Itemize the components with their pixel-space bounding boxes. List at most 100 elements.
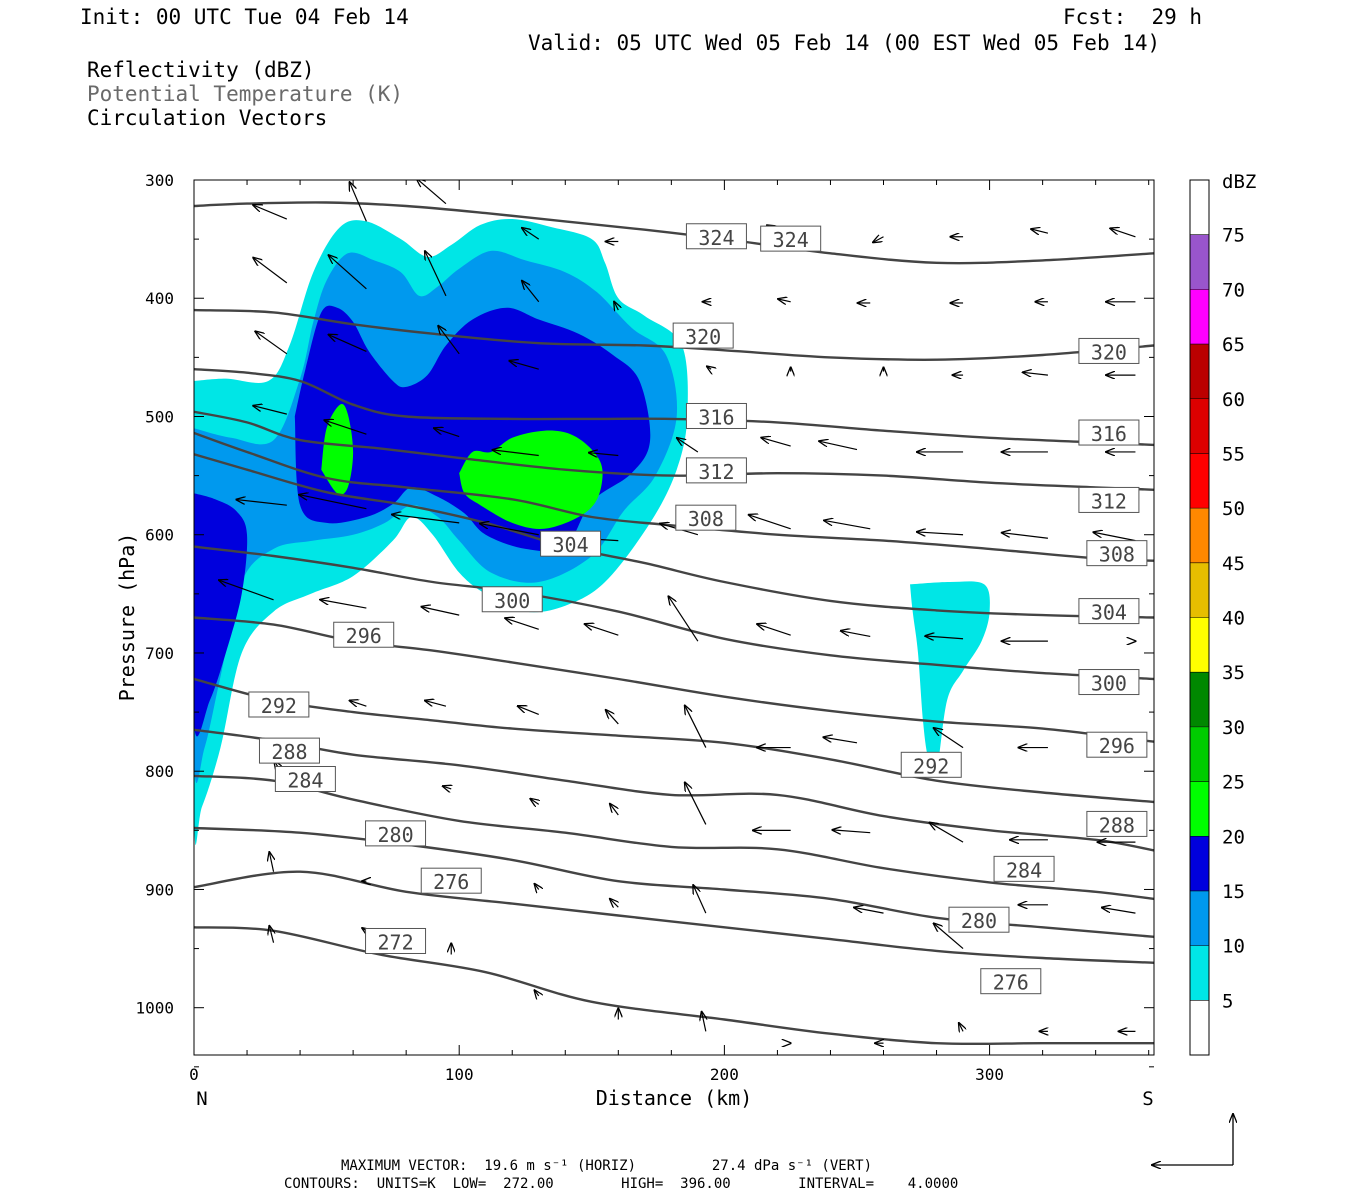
circulation-vector (917, 532, 964, 535)
colorbar-level-label: 65 (1222, 334, 1245, 356)
theta-label-box (672, 322, 734, 349)
theta-label: 304 (1091, 601, 1127, 625)
theta-label: 280 (961, 909, 997, 933)
circulation-vector (1023, 372, 1048, 375)
max-vector-note: MAXIMUM VECTOR: 19.6 m s⁻¹ (HORIZ) 27.4 … (341, 1158, 873, 1174)
x-tick-label: 300 (975, 1065, 1004, 1084)
theta-label: 316 (698, 405, 734, 429)
theta-label-box (333, 621, 395, 648)
theta-label: 272 (377, 930, 413, 954)
circulation-vector (610, 804, 619, 816)
colorbar-swatch (1190, 180, 1209, 235)
x-tick-label: 100 (445, 1065, 474, 1084)
theta-label: 288 (271, 740, 307, 764)
circulation-vector (219, 580, 274, 601)
circulation-vector (530, 799, 538, 805)
theta-label: 288 (1099, 813, 1135, 837)
circulation-vector (934, 923, 964, 950)
colorbar-swatch (1190, 398, 1209, 454)
colorbar-swatch (1190, 836, 1209, 891)
reference-vector-icon (1152, 1114, 1233, 1165)
circulation-vector (255, 331, 288, 355)
theta-label-box (1086, 540, 1148, 567)
colorbar-level-label: 55 (1222, 443, 1245, 465)
reflectivity-area-20dbz (459, 430, 603, 529)
circulation-vector (707, 366, 711, 369)
circulation-vector (929, 823, 964, 843)
circulation-vector (1002, 533, 1048, 539)
circulation-vector (854, 908, 884, 914)
theta-label-box (685, 223, 747, 250)
circulation-vector (589, 453, 619, 456)
circulation-vector (350, 701, 367, 707)
theta-label-box (540, 530, 602, 557)
y-axis-title: Pressure (hPa) (115, 533, 139, 702)
theta-label: 324 (773, 228, 809, 252)
circulation-vector (685, 782, 707, 825)
theta-label-box (365, 820, 427, 847)
theta-label: 320 (685, 325, 721, 349)
circulation-vector (505, 618, 539, 630)
theta-contour-304 (194, 453, 1154, 619)
colorbar-swatch (1190, 344, 1209, 399)
circulation-vector (585, 624, 619, 636)
theta-label-box (1078, 419, 1140, 446)
colorbar-level-label: 45 (1222, 553, 1245, 575)
circulation-vector (320, 600, 367, 609)
field-vectors-label: Circulation Vectors (87, 106, 328, 130)
circulation-vector (614, 302, 618, 310)
theta-label-layer: 324 324 320 320 316 316 312 312 308 308 304 304 300 3… (248, 223, 1148, 995)
theta-label-box (1086, 731, 1148, 758)
theta-label-box (980, 968, 1042, 995)
circulation-vector (522, 281, 540, 303)
colorbar-level-label: 20 (1222, 826, 1245, 848)
y-tick-label: 900 (145, 880, 174, 899)
theta-label-box (900, 751, 962, 778)
theta-label: 304 (553, 533, 589, 557)
circulation-vector (480, 524, 539, 536)
circulation-vector (1031, 229, 1049, 233)
circulation-vector (832, 830, 871, 833)
y-tick-label: 400 (145, 289, 174, 308)
circulation-vector (535, 990, 539, 996)
contour-info-note: CONTOURS: UNITS=K LOW= 272.00 HIGH= 396.… (284, 1176, 959, 1192)
theta-label: 292 (261, 694, 297, 718)
theta-label-box (1078, 486, 1140, 513)
circulation-vector (841, 631, 871, 638)
theta-contour-316 (194, 368, 1154, 447)
circulation-vector (434, 428, 460, 438)
theta-contour-320 (194, 308, 1154, 361)
circulation-vector (1102, 908, 1136, 914)
reflectivity-area-15dbz (194, 493, 248, 737)
colorbar-level-label: 70 (1222, 279, 1245, 301)
forecast-hour-label: Fcst: 29 h (1063, 5, 1203, 29)
circulation-vector (677, 438, 699, 453)
circulation-vector (873, 237, 884, 243)
theta-label-box (365, 927, 427, 954)
colorbar-swatch (1190, 453, 1209, 509)
colorbar-swatch (1190, 945, 1209, 1001)
circulation-vector (819, 441, 858, 451)
colorbar-swatch (1190, 234, 1209, 290)
circulation-vector (685, 706, 707, 748)
theta-label: 320 (1091, 340, 1127, 364)
theta-label-box (685, 402, 747, 429)
circulation-vector (493, 450, 539, 457)
theta-contour-324 (194, 201, 1154, 265)
theta-label-box (993, 855, 1055, 882)
circulation-vector (443, 786, 451, 789)
circulation-vector (425, 251, 447, 297)
circulation-vector (668, 596, 699, 642)
theta-label: 296 (1099, 734, 1135, 758)
circulation-vector (749, 515, 791, 530)
colorbar-swatch (1190, 672, 1209, 727)
circulation-vector (509, 361, 539, 370)
circulation-vector (778, 299, 791, 302)
theta-label-box (685, 457, 747, 484)
colorbar-swatch (1190, 726, 1209, 782)
theta-label: 284 (287, 768, 323, 792)
colorbar-level-label: 10 (1222, 936, 1245, 958)
colorbar-swatch (1190, 617, 1209, 673)
colorbar-level-label: 40 (1222, 608, 1245, 630)
theta-contour-284 (194, 774, 1154, 901)
